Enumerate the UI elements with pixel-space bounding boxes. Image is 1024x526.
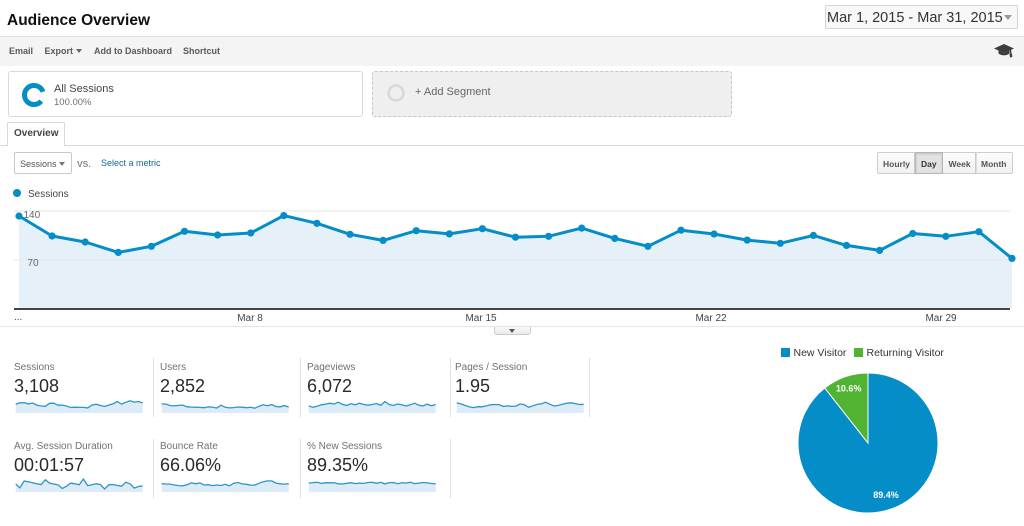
svg-text:Mar 8: Mar 8	[237, 313, 263, 324]
svg-text:140: 140	[24, 210, 41, 221]
svg-text:70: 70	[28, 258, 40, 269]
svg-text:Mar 22: Mar 22	[695, 313, 727, 324]
svg-text:Mar 29: Mar 29	[925, 313, 957, 324]
svg-text:10.6%: 10.6%	[836, 384, 862, 394]
svg-text:89.4%: 89.4%	[873, 490, 899, 500]
svg-text:...: ...	[14, 312, 22, 323]
svg-text:Mar 15: Mar 15	[465, 313, 497, 324]
